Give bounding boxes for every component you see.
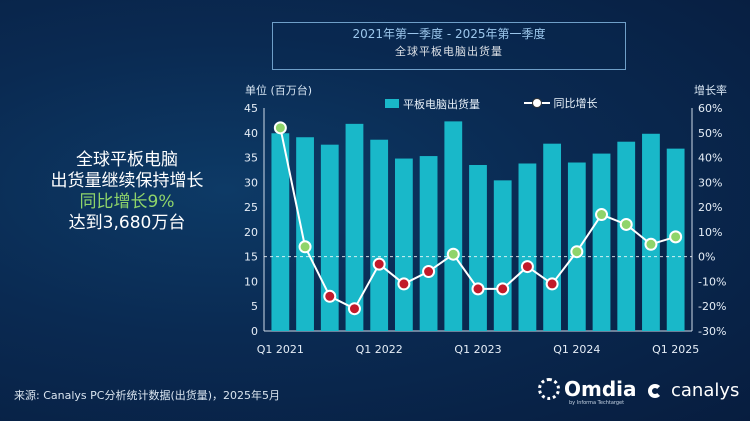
growth-point xyxy=(545,277,559,291)
line-marker-icon xyxy=(523,98,550,108)
left-tick-label: 10 xyxy=(244,275,258,288)
x-tick-label: Q1 2023 xyxy=(454,343,501,356)
bar xyxy=(642,133,660,331)
bar xyxy=(370,139,389,331)
left-tick-label: 15 xyxy=(244,251,258,264)
growth-point xyxy=(298,240,312,254)
omdia-tagline: by Informa Techtarget xyxy=(569,400,625,406)
right-tick-label: 40% xyxy=(698,152,722,165)
canalys-mark-icon xyxy=(648,382,666,400)
headline-growth: 同比增长9% xyxy=(79,192,175,212)
legend-bars-label: 平板电脑出货量 xyxy=(403,97,480,111)
left-tick-label: 30 xyxy=(244,176,258,189)
bar-swatch-icon xyxy=(385,99,399,108)
omdia-logo: Omdia by Informa Techtarget xyxy=(538,377,637,406)
growth-point xyxy=(669,230,683,244)
bar xyxy=(444,121,463,331)
bar xyxy=(345,123,364,331)
growth-point xyxy=(446,247,460,261)
bar xyxy=(419,156,438,331)
growth-point xyxy=(644,237,658,251)
bar xyxy=(469,164,487,331)
x-tick-label: Q1 2021 xyxy=(257,343,304,356)
chart-subtitle: 全球平板电脑出货量 xyxy=(395,45,503,58)
left-tick-label: 0 xyxy=(251,325,258,338)
bar xyxy=(394,158,413,331)
right-tick-label: -30% xyxy=(698,325,726,338)
source-note: 来源: Canalys PC分析统计数据(出货量)，2025年5月 xyxy=(14,389,281,402)
growth-point xyxy=(372,257,386,271)
omdia-mark-icon xyxy=(538,378,560,400)
canalys-logo: canalys xyxy=(648,380,739,401)
headline-line-1: 全球平板电脑 xyxy=(76,150,178,170)
bar xyxy=(296,137,314,331)
bar xyxy=(592,153,611,331)
x-tick-label: Q1 2022 xyxy=(356,343,403,356)
headline-line-4: 达到3,680万台 xyxy=(68,213,186,233)
x-tick-label: Q1 2025 xyxy=(652,343,699,356)
growth-point xyxy=(273,121,287,135)
growth-point xyxy=(397,277,411,291)
growth-point xyxy=(520,260,534,274)
legend-item-line: 同比增长 xyxy=(523,95,598,111)
growth-point xyxy=(323,289,337,303)
left-tick-label: 40 xyxy=(244,127,258,140)
chart-title-box: 2021年第一季度 - 2025年第一季度 全球平板电脑出货量 xyxy=(272,22,626,70)
left-axis-label: 单位 (百万台) xyxy=(245,84,313,97)
bar xyxy=(518,163,537,331)
legend-line-label: 同比增长 xyxy=(553,97,598,110)
growth-point xyxy=(595,208,609,222)
legend-item-bars: 平板电脑出货量 xyxy=(385,96,480,112)
chart-title: 2021年第一季度 - 2025年第一季度 xyxy=(352,27,546,41)
x-tick-label: Q1 2024 xyxy=(553,343,600,356)
left-tick-label: 20 xyxy=(244,226,258,239)
legend: 平板电脑出货量 同比增长 xyxy=(385,95,638,112)
bar xyxy=(271,133,290,331)
left-tick-label: 35 xyxy=(244,152,258,165)
growth-point xyxy=(422,265,436,279)
growth-point xyxy=(570,245,584,259)
right-tick-label: 0% xyxy=(698,251,715,264)
right-tick-label: -10% xyxy=(698,275,726,288)
right-tick-label: 30% xyxy=(698,176,722,189)
growth-point xyxy=(496,282,510,296)
right-tick-label: 50% xyxy=(698,127,722,140)
headline-line-2: 出货量继续保持增长 xyxy=(50,171,204,191)
left-tick-label: 25 xyxy=(244,201,258,214)
right-tick-label: 20% xyxy=(698,201,722,214)
right-tick-label: 60% xyxy=(698,102,722,115)
growth-point xyxy=(619,217,633,231)
left-tick-label: 5 xyxy=(251,300,258,313)
growth-point xyxy=(471,282,485,296)
omdia-name: Omdia xyxy=(564,377,637,401)
canalys-name: canalys xyxy=(671,380,740,401)
right-tick-label: 10% xyxy=(698,226,722,239)
headline: 全球平板电脑 出货量继续保持增长 同比增长9% 达到3,680万台 xyxy=(22,150,232,234)
growth-point xyxy=(347,302,361,316)
bar xyxy=(543,143,562,331)
left-tick-label: 45 xyxy=(244,102,258,115)
bar xyxy=(617,141,636,331)
right-tick-label: -20% xyxy=(698,300,726,313)
bar xyxy=(320,144,339,331)
right-axis-label: 增长率 xyxy=(694,84,727,97)
bar xyxy=(493,180,512,331)
